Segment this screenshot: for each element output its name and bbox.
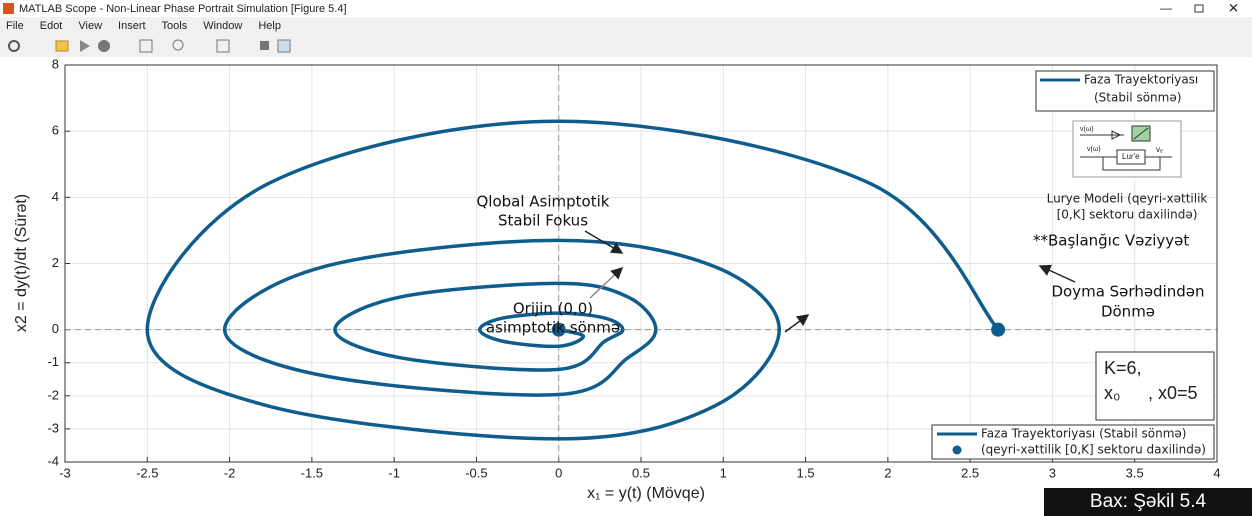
y-tick-label: 6 (52, 123, 59, 138)
minimize-button[interactable]: — (1160, 1, 1172, 15)
legend-text: (qeyri-xəttilik [0,K] sektoru daxilində) (981, 443, 1206, 457)
y-tick-label: 8 (52, 56, 59, 71)
top-legend-text: Faza Trayektoriyası (1084, 73, 1198, 87)
x-tick-label: 0.5 (632, 465, 650, 480)
x-tick-label: 3.5 (1126, 465, 1144, 480)
model-caption: [0,K] sektoru daxilində) (1057, 208, 1198, 222)
model-caption: Lurye Modeli (qeyri-xəttilik (1047, 192, 1208, 206)
x-tick-label: 1 (720, 465, 727, 480)
y-tick-label: -1 (47, 354, 59, 369)
diagram-label: vₑ (1156, 145, 1163, 154)
param-text: , x0=5 (1148, 383, 1198, 403)
x-tick-label: -2.5 (136, 465, 158, 480)
top-legend-text: (Stabil sönmə) (1094, 91, 1181, 105)
menu-item[interactable]: Edot (40, 20, 63, 32)
menu-item[interactable]: File (6, 20, 24, 32)
y-tick-label: -4 (47, 453, 59, 468)
diagram-label: Lur'e (1122, 152, 1140, 161)
legend-text: Faza Trayektoriyası (Stabil sönmə) (981, 427, 1187, 441)
x-tick-label: -1 (388, 465, 400, 480)
param-text: x₀ (1104, 383, 1120, 403)
x-tick-label: 1.5 (797, 465, 815, 480)
x-tick-label: 2 (884, 465, 891, 480)
annotation: Doyma Sərhədindən (1051, 283, 1204, 301)
annotation: Orijin (0,0) (513, 300, 593, 318)
diagram-label: v(ω) (1080, 126, 1094, 133)
app-icon (3, 3, 14, 14)
layout-icon[interactable] (260, 41, 269, 50)
lurye-diagram: v(ω) v(ω) Lur'e vₑ (1073, 121, 1181, 177)
menu-bar: File Edot View Insert Tools Window Help (6, 20, 281, 32)
stop-icon[interactable] (98, 40, 110, 52)
annotation: Dönmə (1101, 303, 1155, 321)
y-axis-label: x2 = dy(t)/dt (Sürət) (13, 194, 30, 332)
param-text: K=6, (1104, 358, 1142, 378)
y-tick-label: -3 (47, 420, 59, 435)
x-tick-label: 0 (555, 465, 562, 480)
y-tick-label: 2 (52, 255, 59, 270)
x-tick-label: 2.5 (961, 465, 979, 480)
annotation: asimptotik sönmə (486, 319, 620, 337)
y-tick-label: 4 (52, 189, 59, 204)
close-button[interactable]: ✕ (1228, 0, 1239, 15)
menu-item[interactable]: View (78, 20, 102, 32)
annotation: Qlobal Asimptotik (477, 193, 610, 211)
open-icon[interactable] (56, 41, 68, 51)
y-tick-label: -2 (47, 387, 59, 402)
point (991, 323, 1005, 337)
x-tick-label: 4 (1213, 465, 1220, 480)
x-tick-label: -0.5 (465, 465, 487, 480)
diagram-label: v(ω) (1087, 146, 1101, 153)
menu-item[interactable]: Insert (118, 20, 146, 32)
menu-item[interactable]: Tools (162, 20, 188, 32)
x-axis-label: x₁ = y(t) (Mövqe) (587, 485, 705, 502)
x-tick-label: -3 (59, 465, 71, 480)
style-icon[interactable] (278, 40, 290, 52)
matlab-window: MATLAB Scope - Non-Linear Phase Portrait… (0, 0, 1252, 516)
menu-item[interactable]: Window (203, 20, 242, 32)
menu-item[interactable]: Help (258, 20, 281, 32)
x-tick-label: 3 (1049, 465, 1056, 480)
x-tick-label: -2 (224, 465, 236, 480)
footer-text: Bax: Şəkil 5.4 (1090, 491, 1207, 512)
annotation: Stabil Fokus (498, 212, 588, 230)
legend-swatch (953, 446, 962, 455)
annotation: **Başlanğıc Vəziyyət (1033, 232, 1189, 250)
x-tick-label: -1.5 (301, 465, 323, 480)
y-tick-label: 0 (52, 321, 59, 336)
window-title: MATLAB Scope - Non-Linear Phase Portrait… (19, 3, 347, 15)
